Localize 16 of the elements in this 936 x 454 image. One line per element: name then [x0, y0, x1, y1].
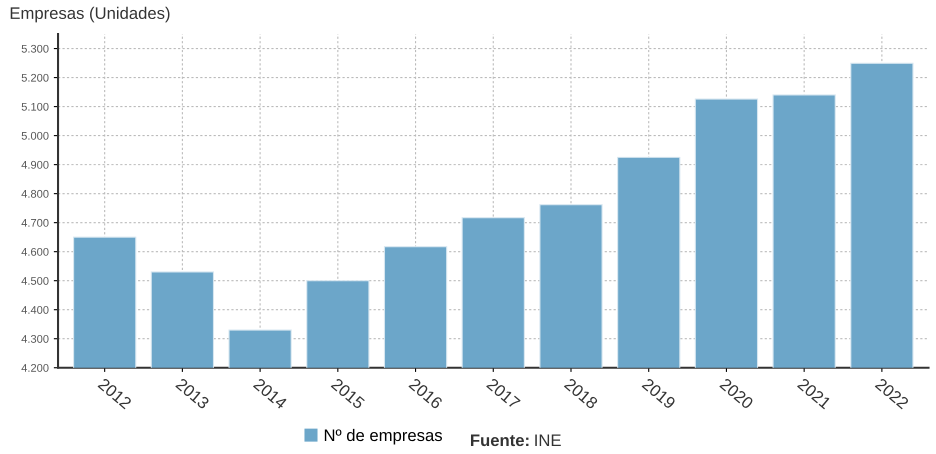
y-tick-label: 4.700 [21, 218, 49, 227]
y-tick-label: 4.800 [21, 190, 49, 198]
legend-label: Nº de empresas [324, 428, 442, 444]
y-tick-label: 4.900 [21, 160, 49, 169]
y-tick-label: 4.200 [21, 364, 49, 372]
y-tick-label: 5.000 [22, 132, 49, 140]
y-tick-label: 5.300 [22, 44, 49, 53]
y-axis-title: Empresas (Unidades) [10, 6, 170, 22]
x-tick-label: 2017 [486, 378, 521, 410]
y-tick-label: 4.500 [21, 276, 49, 285]
y-tick-label: 4.300 [21, 334, 49, 343]
y-tick-label: 5.100 [22, 102, 49, 111]
y-tick-label: 5.200 [22, 74, 49, 82]
y-tick-label: 4.400 [21, 306, 49, 314]
y-tick-label: 4.600 [21, 248, 49, 256]
source-note: Fuente: INE [470, 434, 561, 446]
